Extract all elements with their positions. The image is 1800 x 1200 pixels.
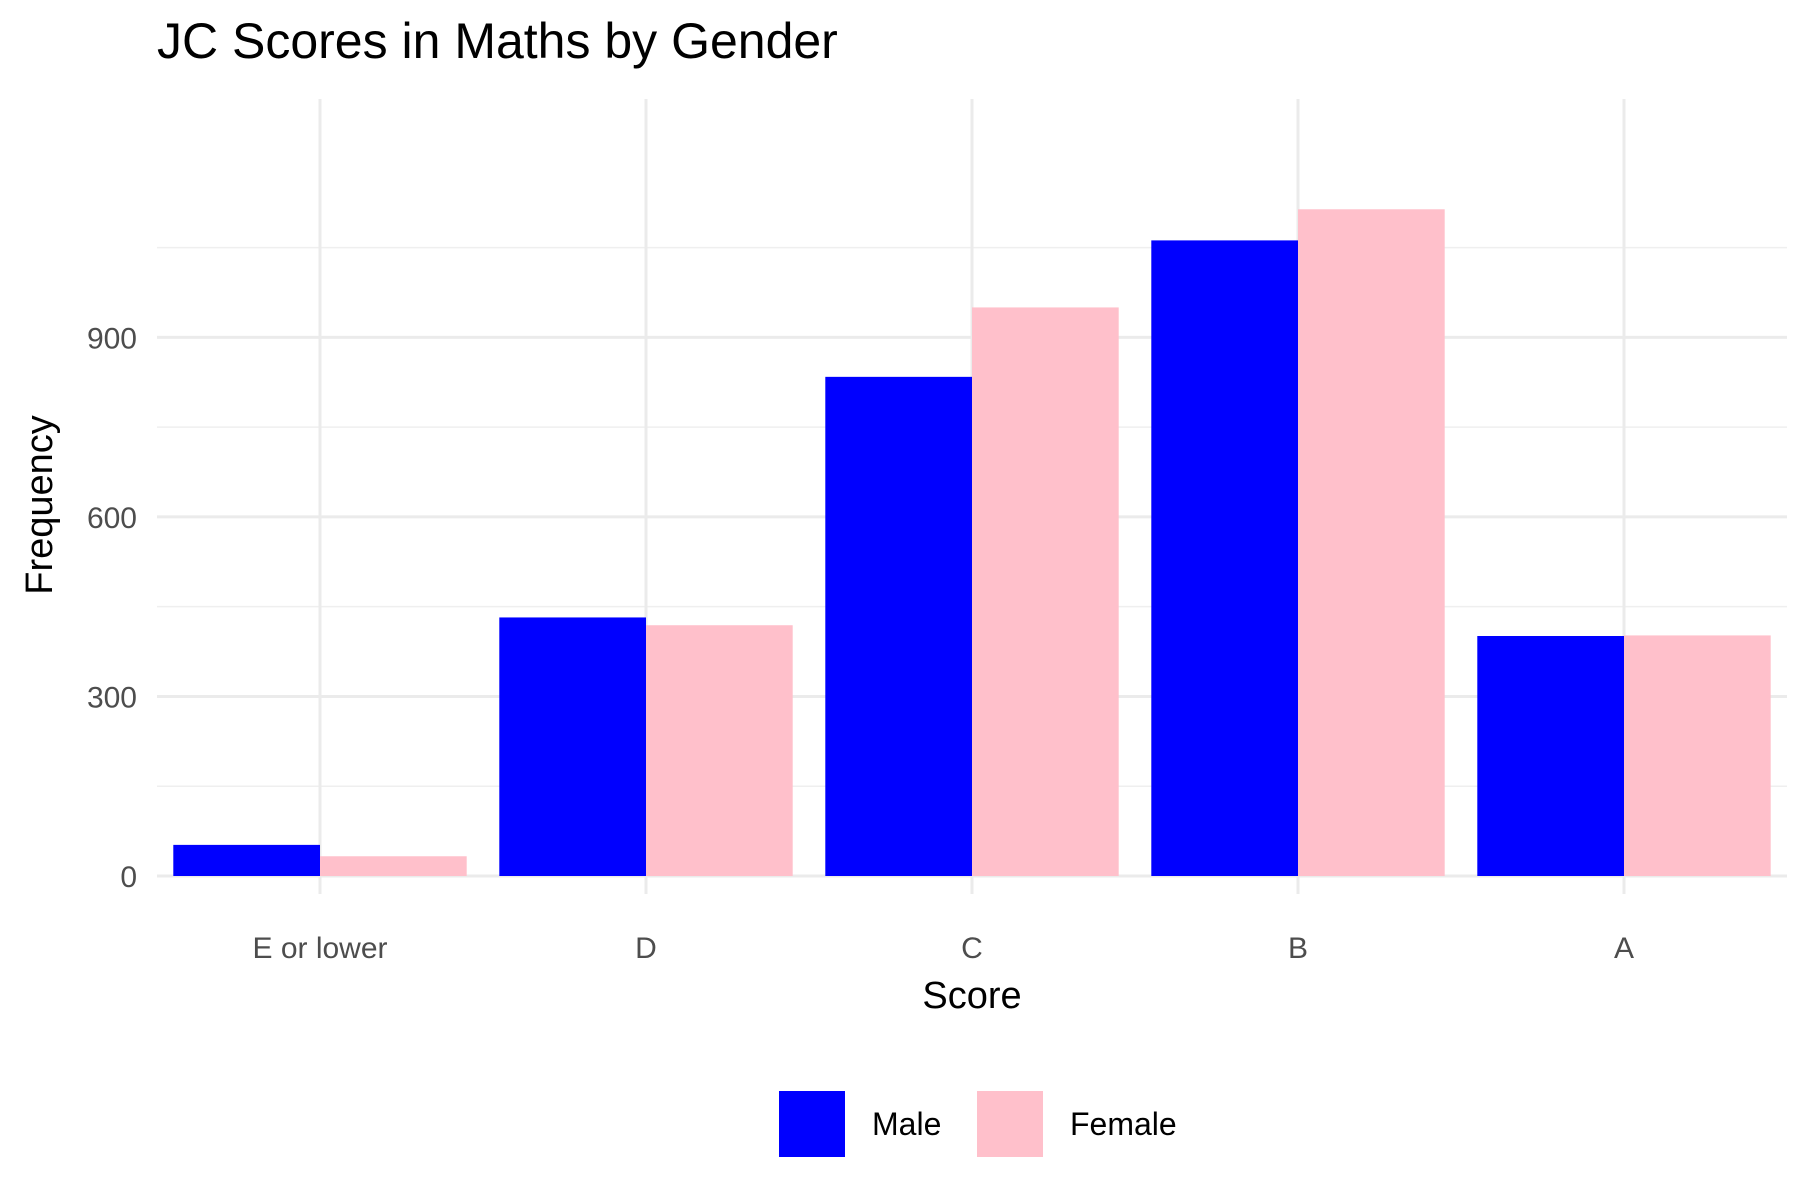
bar-female-0: [320, 856, 467, 876]
y-tick-label: 600: [87, 502, 137, 535]
legend-key-male: [779, 1091, 845, 1157]
bar-male-1: [499, 617, 646, 876]
x-tick-label: B: [1288, 932, 1308, 965]
x-tick-label: D: [635, 932, 657, 965]
bar-female-1: [646, 625, 793, 876]
x-axis-ticks: E or lower D C B A: [252, 932, 1634, 965]
bar-female-2: [972, 307, 1119, 876]
y-axis-title: Frequency: [19, 415, 61, 595]
bar-female-4: [1624, 635, 1771, 876]
bar-male-2: [825, 376, 972, 876]
bar-male-3: [1151, 240, 1298, 876]
bar-female-3: [1298, 209, 1445, 876]
bar-male-4: [1477, 636, 1624, 876]
legend: Male Female: [779, 1091, 1177, 1157]
x-tick-label: A: [1614, 932, 1634, 965]
chart-title: JC Scores in Maths by Gender: [157, 13, 838, 69]
bars: [173, 209, 1771, 876]
legend-label-male: Male: [872, 1106, 941, 1142]
bar-male-0: [173, 844, 320, 876]
x-axis-title: Score: [922, 975, 1021, 1017]
x-tick-label: E or lower: [252, 932, 387, 965]
legend-key-female: [977, 1091, 1043, 1157]
y-tick-label: 300: [87, 681, 137, 714]
y-axis-ticks: 0 300 600 900: [87, 322, 137, 894]
y-tick-label: 900: [87, 322, 137, 355]
legend-label-female: Female: [1070, 1106, 1177, 1142]
x-tick-label: C: [961, 932, 983, 965]
y-tick-label: 0: [120, 861, 137, 894]
